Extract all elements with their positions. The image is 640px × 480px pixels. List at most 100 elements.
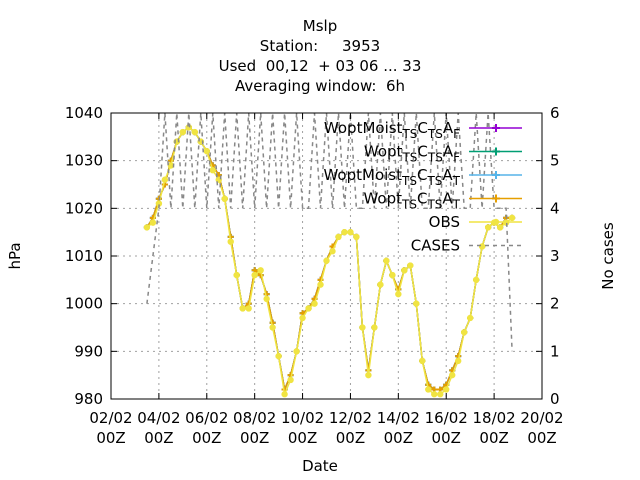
data-point (466, 314, 474, 322)
legend-label: OBS (429, 213, 460, 231)
x-tick-label-hour: 00Z (432, 429, 461, 447)
x-tick-label-date: 16/02 (425, 409, 468, 427)
data-point (305, 305, 312, 312)
data-point (508, 214, 516, 222)
data-point (257, 267, 264, 274)
legend-marker (492, 147, 500, 156)
data-point (179, 128, 187, 136)
data-point (359, 324, 366, 331)
data-point (371, 324, 378, 331)
legend-marker (492, 124, 500, 132)
legend-item: CASES (411, 237, 522, 255)
x-tick-label-hour: 00Z (336, 429, 365, 447)
legend-marker (492, 171, 500, 179)
x-tick-label-hour: 00Z (479, 429, 508, 447)
title-line-1: Mslp (303, 17, 337, 35)
x-tick-label-date: 10/02 (281, 409, 324, 427)
data-point (413, 300, 420, 307)
data-point (161, 176, 169, 183)
data-point (287, 376, 294, 384)
data-point (425, 386, 432, 393)
title-line-4: Averaging window: 6h (235, 77, 405, 95)
data-point (407, 262, 414, 269)
legend-label: WoptMoistTSCTSAF (324, 119, 460, 141)
data-point (401, 267, 408, 274)
x-tick-label-date: 04/02 (137, 409, 180, 427)
data-point (167, 162, 175, 169)
x-tick-label-hour: 00Z (96, 429, 125, 447)
data-point (323, 257, 330, 264)
axes-layer: 02/02 00Z 04/02 00Z 06/02 00Z 08/02 00Z 10/02 00Z… (65, 104, 564, 447)
title-line-3: Used 00,12 + 03 06 ... 33 (219, 57, 422, 75)
x-tick-label-hour: 00Z (527, 429, 556, 447)
chart-title: Mslp Station: 3953 Used 00,12 + 03 06 ..… (219, 17, 422, 95)
data-point (437, 391, 444, 398)
data-point (185, 124, 193, 131)
legend-marker (492, 218, 500, 226)
y2-tick-label: 6 (550, 104, 560, 122)
legend-item: WoptTSCTSAT (363, 190, 522, 212)
legend-marker (492, 194, 500, 203)
data-point (191, 128, 199, 136)
data-point (347, 228, 354, 236)
data-point (149, 219, 157, 226)
data-point (365, 371, 372, 379)
y-tick-label: 1010 (65, 247, 103, 265)
x-tick-label-date: 02/02 (89, 409, 132, 427)
data-point (311, 300, 318, 307)
data-point (245, 305, 252, 312)
data-point (221, 195, 228, 202)
y2-tick-label: 5 (550, 152, 560, 170)
data-point (269, 324, 276, 331)
series-line (146, 112, 513, 352)
data-point (329, 248, 336, 255)
x-tick-label-date: 14/02 (377, 409, 420, 427)
series-5 (146, 112, 513, 352)
legend: WoptMoistTSCTSAFWoptTSCTSAFWoptMoistTSCT… (323, 119, 522, 255)
legend-label: WoptTSCTSAT (363, 190, 460, 212)
legend-item: OBS (429, 213, 522, 231)
data-point (143, 224, 151, 231)
data-point (478, 243, 486, 250)
y2-tick-label: 3 (550, 247, 560, 265)
y2-tick-label: 1 (550, 342, 560, 360)
data-point (233, 271, 240, 279)
x-tick-label-date: 18/02 (472, 409, 515, 427)
data-point (472, 276, 480, 284)
data-point (341, 228, 348, 236)
x-tick-label-hour: 00Z (144, 429, 173, 447)
data-point (293, 348, 300, 355)
data-point (209, 167, 216, 174)
legend-item: WoptMoistTSCTSAT (323, 166, 522, 188)
x-tick-label-date: 06/02 (185, 409, 228, 427)
y-axis-label: hPa (6, 242, 24, 269)
data-point (389, 271, 396, 279)
y-tick-label: 1000 (65, 295, 103, 313)
data-point (460, 329, 468, 336)
data-point (203, 147, 210, 155)
data-point (317, 281, 324, 288)
data-point (227, 238, 234, 245)
data-point (299, 314, 306, 322)
y2-tick-label: 2 (550, 295, 560, 313)
y-tick-label: 990 (74, 342, 103, 360)
legend-item: WoptMoistTSCTSAF (324, 119, 522, 141)
x-tick-label-date: 12/02 (329, 409, 372, 427)
x-tick-label-hour: 00Z (192, 429, 221, 447)
data-point (484, 224, 492, 231)
y-tick-label: 1020 (65, 199, 103, 217)
data-point (335, 233, 342, 241)
data-point (383, 257, 390, 264)
data-point (449, 371, 456, 379)
data-point (275, 352, 282, 360)
x-tick-label-hour: 00Z (384, 429, 413, 447)
y-tick-label: 980 (74, 390, 103, 408)
x-axis-label: Date (302, 457, 338, 475)
data-point (353, 233, 360, 241)
x-tick-label-date: 08/02 (233, 409, 276, 427)
y2-axis-label: No cases (599, 222, 617, 290)
legend-label: WoptMoistTSCTSAT (323, 166, 460, 188)
data-point (454, 357, 462, 365)
data-point (395, 290, 402, 298)
